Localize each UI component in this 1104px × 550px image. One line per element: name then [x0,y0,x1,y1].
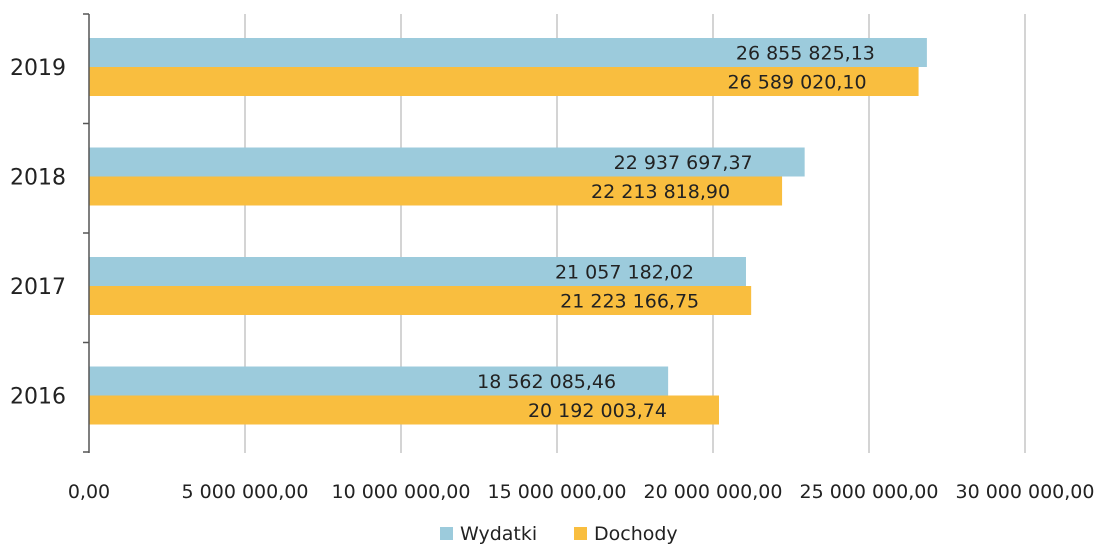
data-label-dochody-2017: 21 223 166,75 [560,291,699,313]
x-tick-label-6: 30 000 000,00 [955,481,1094,503]
data-labels: 26 855 825,13 26 589 020,10 22 937 697,37 2… [477,43,875,423]
bar-wydatki-2019 [89,38,927,67]
category-labels: 2019 2018 2017 2016 [10,56,66,410]
category-label-2019: 2019 [10,56,66,81]
data-label-dochody-2018: 22 213 818,90 [591,181,730,203]
x-tick-label-2: 10 000 000,00 [331,481,470,503]
x-tick-label-5: 25 000 000,00 [799,481,938,503]
x-tick-label-0: 0,00 [68,481,110,503]
legend-label-dochody: Dochody [594,523,678,545]
legend-label-wydatki: Wydatki [460,523,537,545]
category-label-2017: 2017 [10,275,66,300]
bar-dochody-2016 [89,395,719,425]
data-label-dochody-2016: 20 192 003,74 [528,400,667,422]
category-label-2018: 2018 [10,166,66,191]
axes [83,13,90,453]
bar-wydatki-2018 [89,147,805,177]
bar-dochody-2018 [89,176,783,206]
bar-dochody-2017 [89,286,752,315]
x-tick-label-4: 20 000 000,00 [643,481,782,503]
category-label-2016: 2016 [10,385,66,410]
x-tick-label-3: 15 000 000,00 [487,481,626,503]
bar-dochody-2019 [89,67,919,96]
data-label-dochody-2019: 26 589 020,10 [728,72,867,94]
legend-swatch-dochody [574,527,587,540]
legend: Wydatki Dochody [440,523,678,545]
data-label-wydatki-2019: 26 855 825,13 [736,43,875,65]
bar-wydatki-2016 [89,366,669,396]
bars [89,38,927,425]
x-tick-label-1: 5 000 000,00 [182,481,309,503]
legend-swatch-wydatki [440,527,453,540]
data-label-wydatki-2018: 22 937 697,37 [614,152,753,174]
x-tick-labels: 0,00 5 000 000,00 10 000 000,00 15 000 000,… [68,481,1095,503]
data-label-wydatki-2016: 18 562 085,46 [477,371,616,393]
data-label-wydatki-2017: 21 057 182,02 [555,262,694,284]
bar-wydatki-2017 [89,257,746,286]
